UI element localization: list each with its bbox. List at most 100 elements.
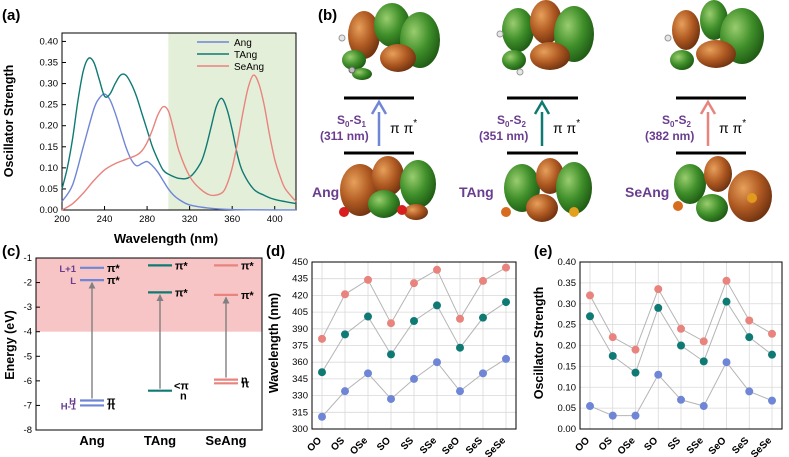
panel-d-point-mid	[341, 330, 349, 339]
panel-e-point-bottom	[768, 396, 776, 405]
panel-d-point-top	[479, 276, 487, 285]
panel-d-ytick-label: 330	[292, 391, 308, 402]
orbital-seang-lower	[673, 156, 772, 222]
orbital-tang-upper	[496, 0, 594, 76]
panel-a-ylabel: Oscillator Strength	[2, 65, 16, 178]
panel-d-point-top	[456, 314, 464, 323]
panel-e-point-bottom	[631, 411, 640, 420]
panel-e-plot-frame	[579, 261, 783, 430]
panel-d-point-bottom	[456, 387, 464, 396]
panel-d-xtick-label: OS	[329, 435, 347, 453]
panel-d-ytick-label: 405	[292, 307, 308, 318]
panel-e-point-mid	[745, 333, 754, 342]
energy-level-label: π	[241, 378, 250, 390]
panel-d-point-top	[364, 275, 372, 284]
panel-e-point-bottom	[745, 387, 754, 396]
panel-d-xtick-label: SSe	[418, 435, 439, 456]
panel-d-point-bottom	[341, 387, 349, 396]
panel-a-ytick-label: 0.10	[40, 163, 59, 174]
panel-a-ytick-label: 0.05	[40, 184, 59, 195]
seang-transition-arrow	[699, 99, 717, 146]
panel-c-plot-frame	[35, 257, 263, 431]
orbital-name-label: L+1	[59, 264, 76, 275]
panel-c-xtick-label: Ang	[79, 433, 104, 448]
panel-a-xtick-label: 240	[97, 214, 113, 225]
panel-e-ytick-label: 0.05	[558, 403, 577, 414]
energy-level-label: n	[180, 391, 187, 403]
panel-a-xtick-label: 320	[182, 214, 198, 225]
panel-e-xtick-label: SeO	[707, 435, 729, 457]
panel-e-point-top	[631, 345, 640, 354]
panel-d-ytick-label: 315	[292, 407, 308, 418]
panel-e-ytick-label: 0.25	[558, 320, 577, 331]
tang-transition-arrow	[533, 99, 551, 146]
panel-e-point-mid	[722, 297, 731, 306]
panel-e-xtick-label: OS	[597, 435, 615, 453]
panel-d-ytick-label: 375	[292, 341, 308, 352]
legend-label-tang: TAng	[234, 50, 257, 61]
orbital-name-label: L	[70, 276, 76, 287]
panel-e-point-bottom	[722, 358, 731, 367]
panel-d-ytick-label: 300	[292, 424, 308, 435]
legend-label-ang: Ang	[234, 38, 252, 49]
ang-transition-arrow	[370, 99, 388, 146]
panel-a-xtick-label: 400	[267, 214, 283, 225]
panel-e-point-bottom	[699, 402, 708, 411]
panel-a-ytick-label: 0.30	[40, 79, 59, 90]
panel-e-point-mid	[699, 357, 708, 366]
panel-e-point-top	[586, 291, 594, 300]
panel-c-xtick-label: TAng	[144, 433, 176, 448]
panel-e-xtick-label: SSe	[685, 435, 706, 456]
panel-a-line-ang	[61, 93, 297, 211]
panel-b-orbitals: S0-S1 (311 nm) π π* S0-S2 (351 nm) π π* …	[312, 0, 772, 222]
orbital-ang-lower	[339, 156, 436, 220]
panel-a-ytick-label: 0.20	[40, 121, 59, 132]
panel-d-point-bottom	[410, 374, 418, 383]
panel-e-point-top	[722, 276, 731, 285]
panel-e-ytick-label: 0.15	[558, 361, 577, 372]
panel-c-xtick-label: SeAng	[205, 433, 246, 448]
panel-d-point-top	[318, 334, 326, 343]
panel-a-shaded-region	[168, 33, 296, 210]
panel-d-point-mid	[410, 317, 418, 326]
panel-e-point-top	[699, 337, 708, 346]
panel-a-ytick-label: 0.40	[40, 36, 59, 47]
panel-c-ytick-label: -5	[24, 351, 32, 362]
panel-label-b: (b)	[318, 7, 337, 24]
panel-d-point-top	[387, 319, 395, 328]
panel-e-ytick-label: 0.30	[558, 299, 577, 310]
panel-d-ytick-label: 435	[292, 274, 308, 285]
seang-molecule-name: SeAng	[625, 184, 669, 200]
energy-level-label: n	[241, 375, 248, 387]
panel-d-point-bottom	[433, 358, 441, 367]
energy-level-label: <π	[174, 381, 189, 393]
panel-d-xtick-label: OSe	[348, 435, 370, 457]
panel-d-point-mid	[479, 313, 487, 322]
panel-e-point-bottom	[677, 395, 685, 404]
panel-a-absorption-chart: 200 240 280 320 360 400 0.00 0.05 0.10 0.15 0.20 0.…	[2, 32, 297, 246]
panel-e-xtick-label: SS	[666, 435, 683, 452]
panel-d-xtick-label: SS	[399, 435, 416, 452]
panel-d-point-mid	[318, 368, 326, 377]
panel-d-wavelength-chart: 300 315 330 345 360 375 390 405 420 435 450 OO OS OSe…	[267, 257, 517, 457]
panel-a-xtick-label: 280	[139, 214, 155, 225]
panel-e-ytick-label: 0.35	[558, 278, 577, 289]
ang-nm-label: (311 nm)	[320, 129, 369, 143]
panel-label-c: (c)	[2, 243, 20, 260]
panel-c-ytick-label: -8	[24, 425, 32, 436]
seang-state-label: S0-S2	[662, 113, 691, 129]
panel-d-point-mid	[456, 343, 464, 352]
panel-e-ytick-label: 0.40	[558, 257, 577, 268]
panel-a-legend: Ang TAng SeAng	[197, 38, 264, 73]
panel-e-oscillator-chart: 0.00 0.05 0.10 0.15 0.20 0.25 0.30 0.35 0.40 OO OS…	[532, 257, 783, 457]
panel-e-point-mid	[631, 368, 640, 377]
orbital-name-label: H-1	[61, 401, 77, 412]
panel-d-ytick-label: 360	[292, 357, 308, 368]
panel-a-ytick-label: 0.35	[40, 58, 59, 69]
panel-c-ylabel: Energy (eV)	[3, 310, 17, 379]
panel-e-point-bottom	[608, 411, 617, 420]
panel-d-point-bottom	[364, 369, 372, 378]
panel-d-point-top	[502, 263, 510, 272]
panel-d-point-bottom	[502, 354, 510, 363]
